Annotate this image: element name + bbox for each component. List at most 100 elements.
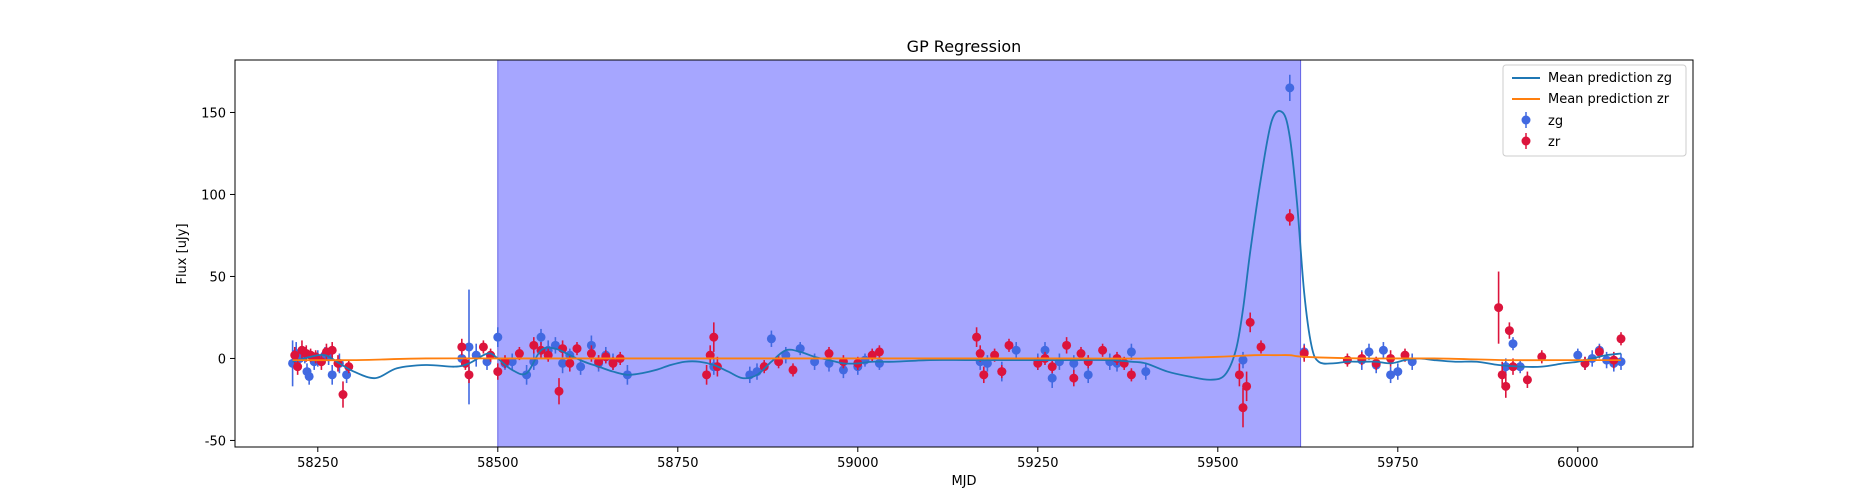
data-point-zr: [975, 349, 985, 359]
y-axis-label: Flux [uJy]: [175, 223, 190, 284]
data-point-zr: [554, 386, 564, 396]
legend-zg-marker: [1521, 115, 1531, 125]
data-point-zg: [1238, 355, 1248, 365]
shaded-region: [497, 60, 1302, 447]
data-point-zr: [344, 362, 354, 372]
data-point-zg: [838, 365, 848, 375]
data-point-zr: [500, 357, 510, 367]
mean-prediction-zr-line: [292, 354, 1621, 362]
data-point-zr: [478, 342, 488, 352]
legend-box: [1502, 64, 1687, 157]
data-point-zr: [1616, 334, 1626, 344]
data-point-zr: [709, 332, 719, 342]
data-point-zr: [1098, 345, 1108, 355]
data-point-zr: [565, 358, 575, 368]
y-tick-label: 150: [201, 106, 226, 121]
x-tick-label: 59000: [837, 456, 878, 471]
data-point-zg: [1126, 347, 1136, 357]
data-point-zr: [979, 370, 989, 380]
data-point-zg: [1040, 345, 1050, 355]
data-point-zg: [810, 357, 820, 367]
data-point-zr: [1069, 373, 1079, 383]
y-tick-label: 0: [218, 352, 226, 367]
x-axis-label: MJD: [951, 474, 976, 489]
data-point-zr: [529, 340, 539, 350]
legend-zg-line-label: Mean prediction zg: [1548, 71, 1672, 86]
x-tick-label: 58250: [297, 456, 338, 471]
data-point-zg: [304, 371, 314, 381]
data-point-zr: [1242, 381, 1252, 391]
y-tick-label: 100: [201, 188, 226, 203]
data-point-zr: [705, 350, 715, 360]
data-point-zr: [1497, 370, 1507, 380]
data-point-zg: [1386, 370, 1396, 380]
data-point-zr: [1062, 340, 1072, 350]
data-point-zg: [1573, 350, 1583, 360]
legend-zg-label: zg: [1548, 114, 1563, 129]
data-point-zg: [342, 370, 352, 380]
series-zr: [290, 209, 1626, 428]
data-point-zr: [586, 349, 596, 359]
data-point-zr: [457, 342, 467, 352]
data-point-zr: [997, 367, 1007, 377]
data-point-zr: [1371, 358, 1381, 368]
y-tick-label: -50: [205, 434, 226, 449]
data-point-zr: [1076, 349, 1086, 359]
data-point-zg: [536, 332, 546, 342]
data-point-zg: [1285, 83, 1295, 93]
plot-contents: [288, 60, 1626, 447]
data-point-zr: [601, 352, 611, 362]
legend-zr-label: zr: [1548, 135, 1561, 150]
plot-area: 58250 58500 58750 59000 59250 59500 59750 60000…: [201, 59, 1694, 471]
data-point-zg: [327, 370, 337, 380]
data-point-zg: [558, 358, 568, 368]
data-point-zr: [1299, 349, 1309, 359]
data-point-zr: [1004, 340, 1014, 350]
data-point-zr: [1256, 342, 1266, 352]
data-point-zg: [1501, 362, 1511, 372]
data-point-zr: [774, 357, 784, 367]
data-point-zg: [1083, 370, 1093, 380]
data-point-zr: [293, 362, 303, 372]
data-point-zg: [507, 357, 517, 367]
data-point-zr: [1033, 358, 1043, 368]
data-point-zg: [1047, 373, 1057, 383]
data-point-zr: [867, 350, 877, 360]
data-point-zg: [1393, 367, 1403, 377]
data-point-zr: [514, 349, 524, 359]
data-point-zr: [788, 365, 798, 375]
x-tick-label: 58750: [657, 456, 698, 471]
y-tick-label: 50: [209, 270, 226, 285]
data-point-zr: [543, 350, 553, 360]
data-point-zr: [1234, 370, 1244, 380]
data-point-zg: [482, 357, 492, 367]
data-point-zr: [1400, 350, 1410, 360]
x-tick-label: 59250: [1017, 456, 1058, 471]
data-point-zr: [1494, 303, 1504, 313]
mean-prediction-zg-line: [292, 110, 1622, 381]
data-point-zr: [464, 370, 474, 380]
data-point-zr: [1537, 352, 1547, 362]
data-point-zr: [1342, 355, 1352, 365]
data-point-zr: [1522, 375, 1532, 385]
data-point-zr: [702, 370, 712, 380]
data-point-zr: [824, 349, 834, 359]
data-point-zg: [1141, 367, 1151, 377]
legend-zr-marker: [1521, 136, 1531, 146]
data-point-zg: [464, 342, 474, 352]
data-point-zg: [576, 362, 586, 372]
data-point-zr: [594, 357, 604, 367]
data-point-zg: [522, 370, 532, 380]
data-point-zg: [1011, 345, 1021, 355]
data-point-zr: [972, 332, 982, 342]
data-point-zg: [1508, 339, 1518, 349]
data-point-zr: [759, 362, 769, 372]
axes-frame: [234, 59, 1694, 448]
data-point-zr: [990, 350, 1000, 360]
data-point-zg: [982, 358, 992, 368]
data-point-zr: [327, 345, 337, 355]
data-point-zr: [1285, 212, 1295, 222]
data-point-zr: [338, 390, 348, 400]
chart-title: GP Regression: [907, 37, 1022, 56]
data-point-zg: [1378, 345, 1388, 355]
